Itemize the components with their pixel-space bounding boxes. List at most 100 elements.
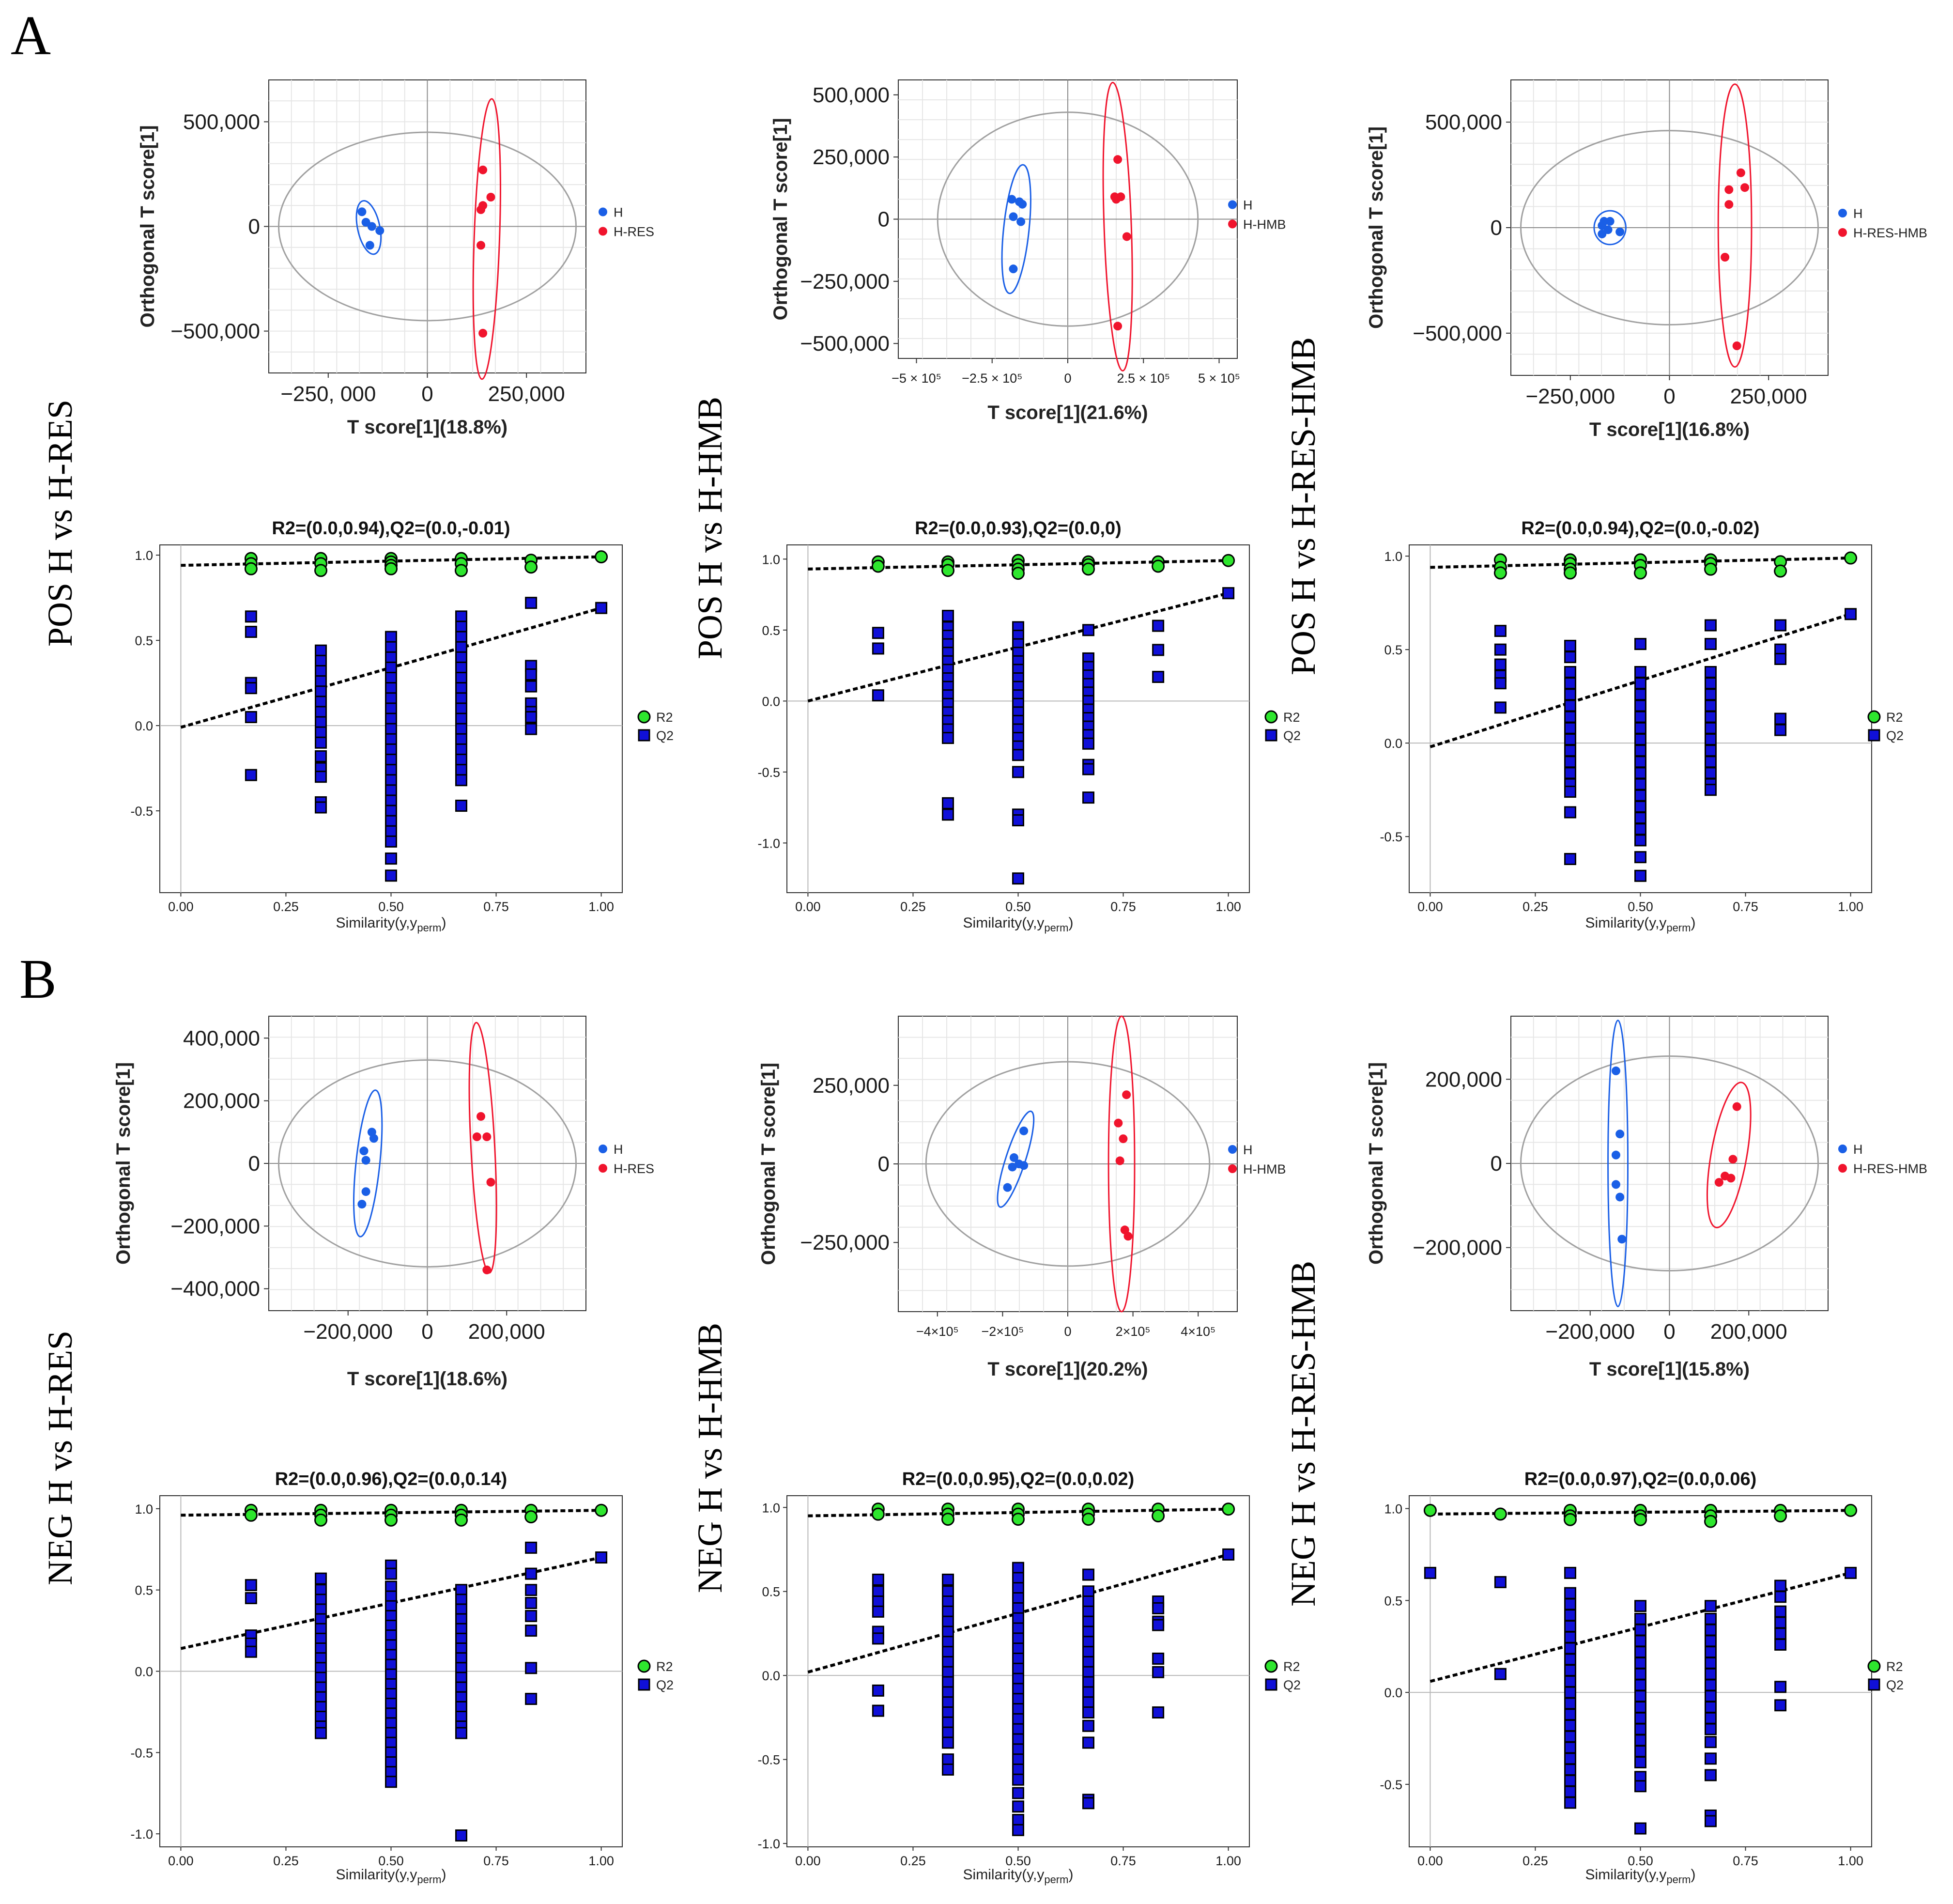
q2-point <box>1564 639 1577 652</box>
q2-point <box>1012 814 1024 827</box>
q2-point <box>385 723 397 735</box>
data-point-h-hmb <box>1122 232 1131 241</box>
q2-point <box>1012 1572 1024 1584</box>
y-tick-label: 400,000 <box>183 1026 260 1050</box>
q2-point <box>1704 699 1717 712</box>
q2-point <box>942 1636 954 1648</box>
y-tick-label: 250,000 <box>813 1074 890 1098</box>
q2-point <box>385 764 397 776</box>
q2-point <box>1634 851 1646 864</box>
q2-point <box>1704 756 1717 768</box>
r2-point <box>1423 1503 1437 1517</box>
x-tick-label: 250,000 <box>488 382 565 406</box>
legend-label: R2 <box>656 710 673 725</box>
q2-point <box>315 654 327 667</box>
data-point-h <box>1009 1153 1018 1162</box>
q2-point <box>1564 733 1577 745</box>
legend-label: Q2 <box>1886 1678 1904 1692</box>
y-tick-label: −200,000 <box>170 1214 260 1238</box>
q2-point <box>455 743 467 756</box>
q2-point <box>1774 652 1787 665</box>
q2-point <box>1082 624 1094 636</box>
q2-point <box>1634 1745 1646 1758</box>
q2-point <box>455 712 467 725</box>
q2-point <box>1634 1656 1646 1669</box>
q2-point <box>942 1656 954 1668</box>
q2-point <box>1704 1701 1717 1714</box>
data-point-h-res <box>477 1112 486 1121</box>
y-tick-label: −400,000 <box>170 1277 260 1301</box>
q2-point <box>1564 711 1577 723</box>
q2-point <box>525 1662 538 1674</box>
q2-point <box>1564 1730 1577 1743</box>
chart-neg-res: −200,000 0 200,000 400,000 200,000 0 −200,000 −… <box>113 1016 654 1390</box>
q2-point <box>385 794 397 807</box>
q2-point <box>1704 1624 1717 1636</box>
q2-point <box>1634 1822 1646 1835</box>
q2-point <box>1634 1624 1646 1636</box>
x-tick-label: 0.50 <box>1628 1854 1653 1868</box>
q2-point <box>315 726 327 739</box>
q2-point <box>1564 1675 1577 1687</box>
x-tick-label: 1.00 <box>588 1854 614 1868</box>
q2-point <box>385 692 397 705</box>
row-label-neg-h-vs-h-res: NEG H vs H-RES <box>41 1331 79 1585</box>
data-point-h <box>361 1156 370 1165</box>
x-tick-label: −250,000 <box>1525 385 1615 408</box>
hotelling-ellipse <box>277 1059 577 1268</box>
q2-point <box>385 825 397 837</box>
q2-point <box>1564 1774 1577 1787</box>
q2-point <box>1634 722 1646 734</box>
q2-point <box>942 1726 954 1739</box>
group-ellipse-h-hmb <box>1102 81 1133 372</box>
q2-point <box>595 602 608 614</box>
q2-point <box>315 736 327 749</box>
x-tick-label: 200,000 <box>468 1320 545 1344</box>
q2-point <box>1082 1696 1094 1709</box>
y-tick-label: 1.0 <box>135 548 153 563</box>
r2-point <box>1222 1502 1235 1516</box>
q2-point <box>1012 1743 1024 1756</box>
y-axis-title: Orthogonal T score[1] <box>137 125 158 328</box>
q2-point <box>942 610 954 622</box>
data-point-h <box>1605 217 1615 226</box>
q2-point <box>455 733 467 745</box>
y-tick-label: -1.0 <box>130 1827 153 1842</box>
y-tick-label: 1.0 <box>1384 549 1402 564</box>
q2-point <box>872 689 884 702</box>
data-point-h-hmb <box>1119 1134 1128 1144</box>
legend-marker-h-res <box>599 227 607 236</box>
data-point-h-res <box>478 328 488 338</box>
q2-point <box>1494 677 1507 690</box>
q2-point <box>1152 644 1165 656</box>
chart-pos-hmb: −5 × 10⁵ −2.5 × 10⁵ 0 2.5 × 10⁵ 5 × 10⁵ 500,0… <box>770 79 1286 423</box>
x-tick-label: 200,000 <box>1710 1320 1787 1344</box>
r2-point <box>1634 566 1647 580</box>
q2-point <box>385 869 397 882</box>
x-axis-title: Similarity(y,yperm) <box>1585 915 1696 934</box>
q2-point <box>385 712 397 725</box>
q2-point <box>1494 1576 1507 1588</box>
x-tick-label: 0 <box>421 382 433 406</box>
hotelling-ellipse <box>1520 130 1819 325</box>
q2-point <box>1564 1631 1577 1643</box>
y-tick-label: 0.0 <box>762 1669 780 1683</box>
y-axis-title: Orthogonal T score[1] <box>1366 1062 1387 1265</box>
q2-point <box>455 753 467 766</box>
x-axis-title: Similarity(y,yperm) <box>1585 1867 1696 1886</box>
q2-point <box>1082 1719 1094 1732</box>
q2-point <box>315 665 327 677</box>
q2-point <box>385 743 397 756</box>
r2-point <box>871 1507 885 1521</box>
data-point-h-res <box>477 241 486 250</box>
q2-point <box>1634 733 1646 745</box>
q2-point <box>1564 767 1577 779</box>
q2-point <box>1704 1656 1717 1669</box>
q2-point <box>1634 1635 1646 1647</box>
q2-point <box>455 610 467 623</box>
q2-point <box>455 800 467 812</box>
q2-point <box>315 644 327 657</box>
x-axis-title: T score[1](18.6%) <box>347 1368 507 1390</box>
group-ellipse-h-res <box>472 98 501 380</box>
y-tick-label: 1.0 <box>1384 1502 1402 1517</box>
